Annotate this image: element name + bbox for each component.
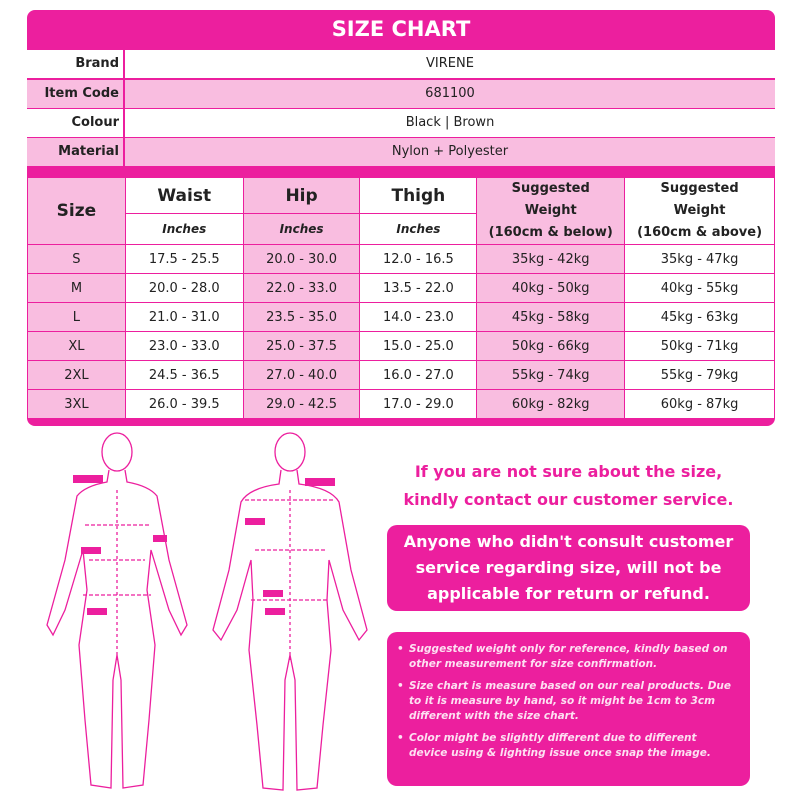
info-value: Black | Brown (405, 115, 495, 130)
table-cell: 60kg - 87kg (624, 389, 775, 419)
info-label: Item Code (27, 80, 125, 108)
refund-warning-box: Anyone who didn't consult customer servic… (387, 525, 750, 611)
table-cell: 14.0 - 23.0 (359, 302, 478, 332)
warning-line: applicable for return or refund. (427, 584, 710, 603)
header-text: (160cm & below) (488, 225, 613, 240)
info-row-material: Material Nylon + Polyester (27, 138, 775, 166)
notice-line: If you are not sure about the size, (414, 462, 723, 481)
table-cell: 45kg - 63kg (624, 302, 775, 332)
warning-line: service regarding size, will not be (415, 558, 722, 577)
notice-line: kindly contact our customer service. (403, 490, 734, 509)
table-cell: M (27, 273, 126, 303)
table-cell: XL (27, 331, 126, 361)
note-item: Suggested weight only for reference, kin… (397, 642, 736, 672)
table-cell: 13.5 - 22.0 (359, 273, 478, 303)
table-cell: L (27, 302, 126, 332)
table-cell: 50kg - 66kg (476, 331, 626, 361)
unit-hip: Inches (242, 213, 361, 245)
table-cell: 35kg - 42kg (476, 244, 626, 274)
info-row-colour: Colour Black | Brown (27, 109, 775, 137)
table-cell: 22.0 - 33.0 (242, 273, 361, 303)
table-row: XL 23.0 - 33.0 25.0 - 37.5 15.0 - 25.0 50kg … (27, 331, 775, 361)
unit-thigh: Inches (359, 213, 478, 245)
info-value: VIRENE (426, 56, 474, 71)
info-label: Material (27, 138, 125, 166)
header-text: Suggested (660, 181, 739, 196)
table-cell: 23.0 - 33.0 (124, 331, 244, 361)
header-waist: Waist (124, 176, 244, 215)
table-cell: 17.5 - 25.5 (124, 244, 244, 274)
size-table: Size Waist Hip Thigh Suggested Weight (160… (27, 176, 775, 419)
table-cell: 40kg - 50kg (476, 273, 626, 303)
table-cell: 24.5 - 36.5 (124, 360, 244, 390)
info-label: Colour (27, 109, 125, 137)
table-cell: 29.0 - 42.5 (242, 389, 361, 419)
table-cell: 60kg - 82kg (476, 389, 626, 419)
table-cell: 55kg - 79kg (624, 360, 775, 390)
header-size: Size (27, 177, 126, 245)
table-cell: 16.0 - 27.0 (359, 360, 478, 390)
info-row-brand: Brand VIRENE (27, 50, 775, 78)
table-cell: 20.0 - 28.0 (124, 273, 244, 303)
table-row: L 21.0 - 31.0 23.5 - 35.0 14.0 - 23.0 45kg -… (27, 302, 775, 332)
table-cell: 15.0 - 25.0 (359, 331, 478, 361)
table-row: M 20.0 - 28.0 22.0 - 33.0 13.5 - 22.0 40kg -… (27, 273, 775, 303)
header-hip: Hip (242, 176, 361, 215)
table-cell: 25.0 - 37.5 (242, 331, 361, 361)
table-cell: 55kg - 74kg (476, 360, 626, 390)
table-cell: 3XL (27, 389, 126, 419)
unit-waist: Inches (124, 213, 244, 245)
header-text: (160cm & above) (637, 225, 763, 240)
header-text: Weight (673, 203, 726, 218)
size-notice: If you are not sure about the size, kindl… (387, 458, 750, 514)
notes-box: Suggested weight only for reference, kin… (387, 632, 750, 786)
header-weight-above: Suggested Weight (160cm & above) (624, 177, 775, 245)
note-item: Size chart is measure based on our real … (397, 679, 736, 724)
info-label: Brand (27, 50, 125, 78)
size-chart-title: SIZE CHART (331, 17, 471, 41)
header-weight-below: Suggested Weight (160cm & below) (476, 177, 626, 245)
table-cell: S (27, 244, 126, 274)
table-cell: 23.5 - 35.0 (242, 302, 361, 332)
table-cell: 2XL (27, 360, 126, 390)
table-cell: 26.0 - 39.5 (124, 389, 244, 419)
table-row: S 17.5 - 25.5 20.0 - 30.0 12.0 - 16.5 35kg -… (27, 244, 775, 274)
size-chart-card: SIZE CHART Brand VIRENE Item Code 681100 C… (27, 10, 775, 426)
table-cell: 20.0 - 30.0 (242, 244, 361, 274)
header-text: Suggested (511, 181, 590, 196)
header-text: Weight (524, 203, 577, 218)
info-value: Nylon + Polyester (391, 144, 509, 159)
info-value: 681100 (425, 86, 475, 101)
table-cell: 17.0 - 29.0 (359, 389, 478, 419)
table-cell: 40kg - 55kg (624, 273, 775, 303)
table-cell: 12.0 - 16.5 (359, 244, 478, 274)
table-cell: 50kg - 71kg (624, 331, 775, 361)
table-row: 3XL 26.0 - 39.5 29.0 - 42.5 17.0 - 29.0 60kg… (27, 389, 775, 419)
warning-line: Anyone who didn't consult customer (403, 532, 734, 551)
female-body-diagram-icon (46, 432, 188, 789)
table-cell: 27.0 - 40.0 (242, 360, 361, 390)
table-cell: 21.0 - 31.0 (124, 302, 244, 332)
table-cell: 35kg - 47kg (624, 244, 775, 274)
note-item: Color might be slightly different due to… (397, 731, 736, 761)
table-row: 2XL 24.5 - 36.5 27.0 - 40.0 16.0 - 27.0 55kg… (27, 360, 775, 390)
male-body-diagram-icon (212, 432, 368, 791)
header-thigh: Thigh (359, 176, 478, 215)
info-row-item-code: Item Code 681100 (27, 80, 775, 108)
table-cell: 45kg - 58kg (476, 302, 626, 332)
